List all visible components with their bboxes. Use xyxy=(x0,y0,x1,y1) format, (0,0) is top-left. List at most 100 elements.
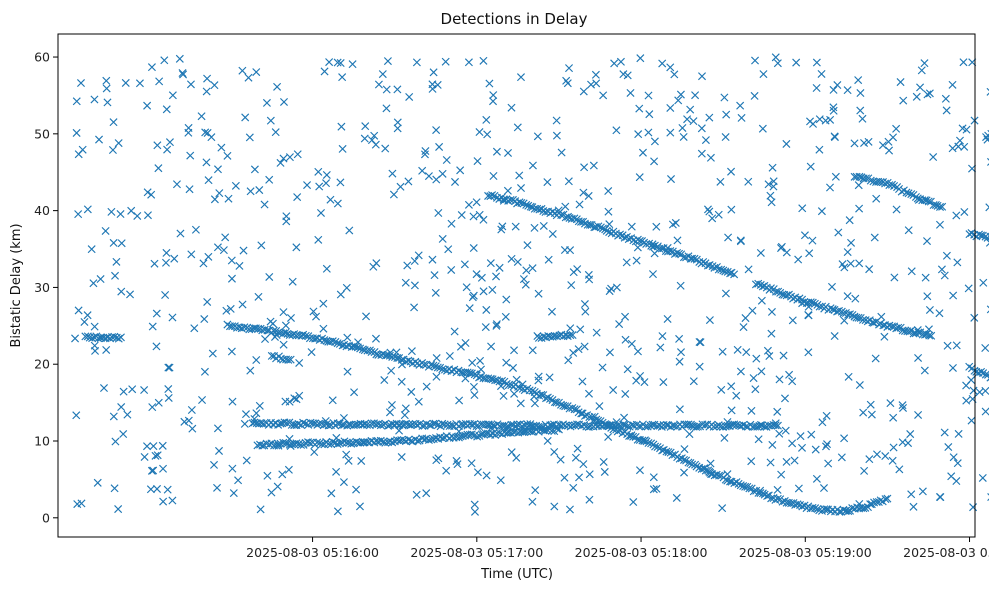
data-point xyxy=(159,464,168,473)
data-point xyxy=(114,139,123,148)
data-point xyxy=(470,500,479,509)
data-point xyxy=(898,438,907,447)
data-point xyxy=(428,255,437,264)
data-point xyxy=(938,202,947,211)
data-point xyxy=(788,377,797,386)
data-point xyxy=(117,287,126,296)
data-point xyxy=(598,422,607,431)
data-point xyxy=(830,332,839,341)
data-point xyxy=(787,499,796,508)
data-point xyxy=(420,150,429,159)
data-point xyxy=(429,68,438,77)
data-point xyxy=(941,94,950,103)
data-point xyxy=(222,306,231,315)
data-point xyxy=(978,231,987,240)
data-point xyxy=(418,166,427,175)
data-point xyxy=(401,419,410,428)
data-point xyxy=(627,339,636,348)
data-point xyxy=(777,470,786,479)
data-point xyxy=(865,455,874,464)
data-point xyxy=(986,373,989,382)
data-point xyxy=(923,90,932,99)
data-point xyxy=(245,133,254,142)
data-point xyxy=(579,460,588,469)
data-point xyxy=(840,434,849,443)
data-point xyxy=(270,441,279,450)
data-point xyxy=(574,345,583,354)
data-point xyxy=(284,465,293,474)
data-point xyxy=(303,181,312,190)
data-point xyxy=(530,399,539,408)
data-point xyxy=(210,81,219,90)
data-point xyxy=(172,180,181,189)
data-point xyxy=(753,422,762,431)
data-point xyxy=(164,393,173,402)
data-point xyxy=(748,306,757,315)
data-point xyxy=(621,335,630,344)
data-point xyxy=(644,439,653,448)
data-point xyxy=(566,246,575,255)
data-point xyxy=(846,259,855,268)
data-point xyxy=(168,313,177,322)
data-point xyxy=(203,297,212,306)
data-point xyxy=(217,143,226,152)
y-axis-title: Bistatic Delay (km) xyxy=(9,223,24,347)
data-point xyxy=(452,456,461,465)
data-point xyxy=(795,294,804,303)
data-point xyxy=(270,332,279,341)
data-point xyxy=(333,199,342,208)
data-point xyxy=(168,496,177,505)
data-point xyxy=(387,366,396,375)
data-point xyxy=(775,375,784,384)
data-point xyxy=(887,180,897,189)
data-point xyxy=(76,79,85,88)
data-point xyxy=(923,237,932,246)
data-point xyxy=(648,420,657,429)
data-point xyxy=(817,207,826,216)
data-point xyxy=(545,373,554,382)
data-point xyxy=(653,442,662,451)
data-point xyxy=(528,497,537,506)
data-point xyxy=(160,56,169,65)
y-tick-label: 10 xyxy=(34,434,50,449)
data-point xyxy=(566,324,575,333)
data-point xyxy=(779,351,788,360)
data-point xyxy=(223,151,232,160)
data-point xyxy=(397,436,406,445)
data-point xyxy=(579,87,588,96)
data-point xyxy=(111,271,120,280)
data-point xyxy=(324,439,333,448)
data-point xyxy=(389,190,398,199)
data-point xyxy=(513,257,522,266)
data-point xyxy=(626,88,635,97)
data-point xyxy=(904,226,913,235)
data-point xyxy=(227,347,236,356)
data-point xyxy=(517,184,526,193)
data-point xyxy=(811,445,820,454)
x-tick-label: 2025-08-03 05:16:00 xyxy=(246,545,379,560)
data-point xyxy=(638,148,647,157)
data-point xyxy=(844,372,853,381)
data-point xyxy=(477,372,486,381)
data-point xyxy=(667,175,676,184)
data-point xyxy=(689,117,698,126)
data-point xyxy=(507,420,516,429)
data-point xyxy=(560,473,569,482)
data-point xyxy=(726,477,735,486)
data-point xyxy=(672,493,681,502)
data-point xyxy=(734,479,743,488)
data-point xyxy=(221,233,230,242)
data-point xyxy=(663,314,672,323)
data-point xyxy=(252,355,261,365)
data-point xyxy=(865,265,874,274)
data-point xyxy=(781,426,790,435)
data-point xyxy=(244,73,253,82)
data-point xyxy=(116,210,125,219)
data-point xyxy=(282,418,291,427)
data-point xyxy=(271,128,280,137)
data-point xyxy=(537,390,546,399)
data-point xyxy=(967,416,976,425)
data-point xyxy=(90,341,99,350)
data-point xyxy=(347,439,356,448)
data-point xyxy=(336,178,345,187)
